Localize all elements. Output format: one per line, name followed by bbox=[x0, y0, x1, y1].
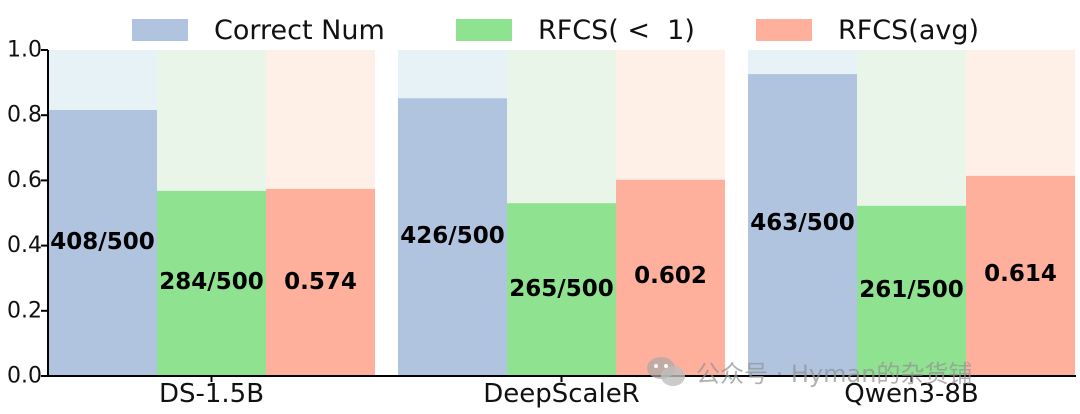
bar-0-0 bbox=[48, 109, 157, 376]
legend: Correct Num RFCS( < 1) RFCS(avg) bbox=[0, 10, 1080, 50]
data-label-0-0: 408/500 bbox=[50, 229, 154, 255]
bar-2-0 bbox=[266, 188, 375, 376]
data-label-1-2: 261/500 bbox=[859, 277, 963, 303]
watermark: 公众号 · Hyman的杂货铺 bbox=[646, 354, 972, 389]
y-tick-label-4: 0.8 bbox=[7, 103, 42, 128]
bar-1-2 bbox=[857, 205, 966, 376]
y-tick-label-5: 1.0 bbox=[7, 38, 42, 63]
bar-2-2 bbox=[966, 175, 1075, 376]
bar-2-1 bbox=[616, 179, 725, 376]
legend-label-rfcs-lt1: RFCS( < 1) bbox=[538, 14, 695, 46]
legend-item-correct-num: Correct Num bbox=[132, 10, 385, 50]
y-tick-label-2: 0.4 bbox=[7, 233, 42, 258]
legend-swatch-rfcs-lt1 bbox=[456, 19, 512, 41]
watermark-text: 公众号 · Hyman的杂货铺 bbox=[696, 360, 973, 388]
legend-item-rfcs-lt1: RFCS( < 1) bbox=[456, 10, 695, 50]
legend-item-rfcs-avg: RFCS(avg) bbox=[756, 10, 979, 50]
x-tick-label-0: DS-1.5B bbox=[159, 379, 264, 409]
bar-0-1 bbox=[398, 98, 507, 377]
x-tick-label-2: Qwen3-8B bbox=[844, 379, 979, 409]
data-label-1-0: 284/500 bbox=[159, 269, 263, 295]
data-label-2-2: 0.614 bbox=[984, 261, 1057, 287]
data-label-1-1: 265/500 bbox=[509, 276, 613, 302]
legend-label-correct-num: Correct Num bbox=[214, 14, 385, 46]
bar-0-2 bbox=[748, 74, 857, 377]
data-label-0-1: 426/500 bbox=[400, 223, 504, 249]
y-tick-label-0: 0.0 bbox=[7, 364, 42, 389]
x-tick-label-1: DeepScaleR bbox=[483, 379, 640, 409]
bar-1-0 bbox=[157, 190, 266, 376]
legend-swatch-rfcs-avg bbox=[756, 19, 812, 41]
y-tick-label-1: 0.2 bbox=[7, 298, 42, 323]
wechat-icon bbox=[647, 356, 685, 386]
y-tick-label-3: 0.6 bbox=[7, 168, 42, 193]
data-label-2-1: 0.602 bbox=[634, 263, 707, 289]
legend-label-rfcs-avg: RFCS(avg) bbox=[838, 14, 980, 46]
data-label-2-0: 0.574 bbox=[284, 269, 357, 295]
bar-1-1 bbox=[507, 203, 616, 376]
data-label-0-2: 463/500 bbox=[750, 210, 854, 236]
legend-swatch-correct-num bbox=[132, 19, 188, 41]
